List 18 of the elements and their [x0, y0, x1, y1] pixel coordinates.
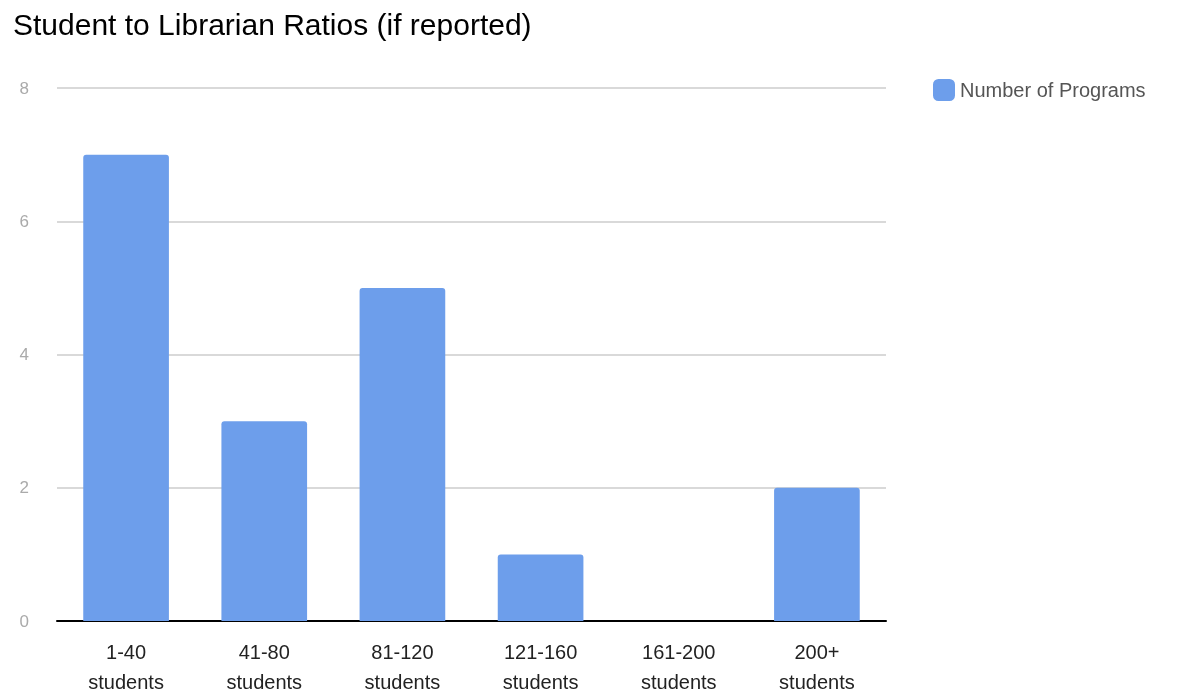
y-tick-label: 0: [19, 611, 29, 631]
bar: [359, 287, 446, 621]
bar: [221, 421, 308, 621]
x-tick-label: 161-200 students: [640, 641, 717, 693]
y-tick-label: 6: [19, 211, 29, 231]
chart-title: Student to Librarian Ratios (if reported): [13, 7, 532, 41]
bar: [83, 154, 169, 621]
x-tick-label: 1-40 students: [88, 641, 164, 693]
legend-label: Number of Programs: [960, 79, 1146, 101]
y-tick-label: 8: [19, 78, 29, 98]
x-tick-label: 41-80 students: [226, 641, 303, 693]
x-tick-label: 81-120 students: [364, 641, 441, 693]
bar: [497, 554, 584, 621]
y-tick-label: 4: [19, 345, 29, 364]
y-tick-label: 2: [19, 478, 29, 498]
x-tick-label: 200+ students: [779, 641, 855, 693]
x-tick-label: 121-160 students: [502, 641, 579, 693]
bar: [774, 487, 860, 621]
